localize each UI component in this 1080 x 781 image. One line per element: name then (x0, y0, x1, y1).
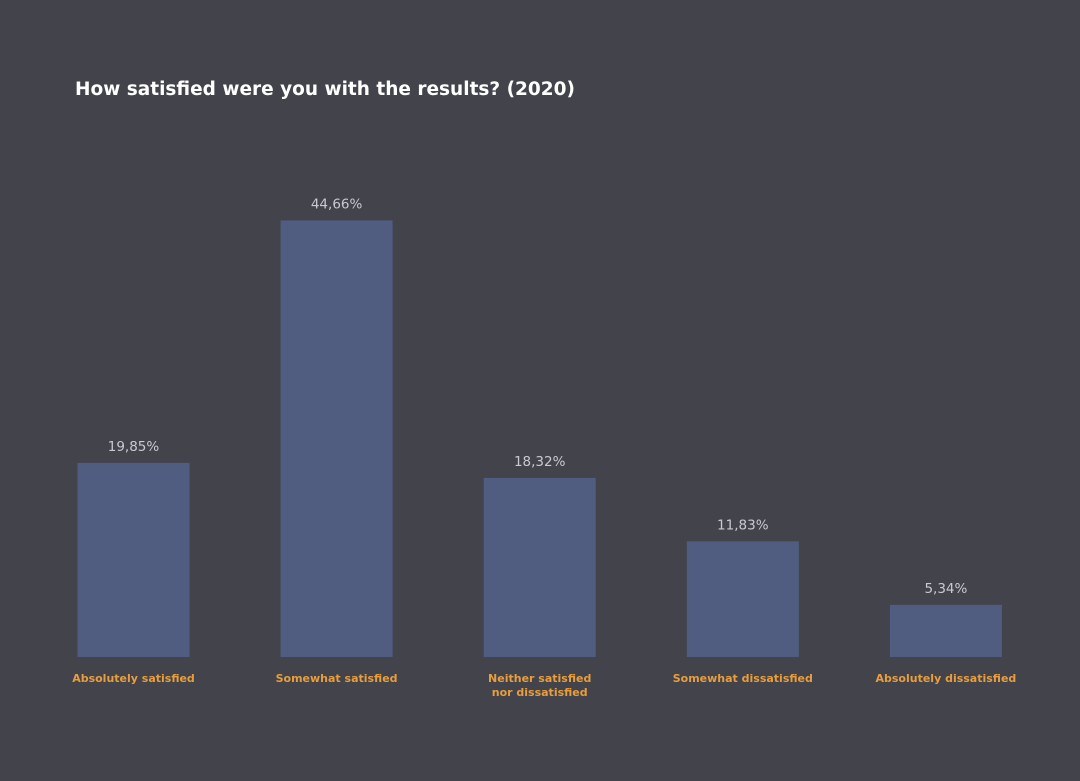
category-label-line: Neither satisfied (488, 672, 591, 685)
value-label: 5,34% (924, 581, 967, 597)
bar (889, 604, 1002, 657)
bar-group: 44,66% Somewhat satisfied (276, 196, 398, 685)
category-label-line: Absolutely satisfied (72, 672, 195, 685)
category-label-line: Somewhat dissatisfied (673, 672, 813, 685)
value-label: 11,83% (717, 517, 769, 533)
bar (77, 462, 190, 657)
chart-title: How satisfied were you with the results?… (75, 79, 575, 100)
category-label-line: Absolutely dissatisfied (875, 672, 1016, 685)
category-label: Somewhat dissatisfied (673, 672, 813, 685)
bar-group: 19,85% Absolutely satisfied (72, 439, 195, 685)
bar-group: 18,32% Neither satisfied nor dissatisfied (483, 454, 596, 699)
category-label: Somewhat satisfied (276, 672, 398, 685)
category-label-line: nor dissatisfied (492, 686, 588, 699)
bar (483, 477, 596, 657)
category-label-line: Somewhat satisfied (276, 672, 398, 685)
category-label: Neither satisfied nor dissatisfied (488, 672, 591, 699)
bar-group: 5,34% Absolutely dissatisfied (875, 581, 1016, 685)
value-label: 18,32% (514, 454, 566, 470)
value-label: 19,85% (108, 439, 160, 455)
bar (280, 220, 393, 657)
category-label: Absolutely satisfied (72, 672, 195, 685)
value-label: 44,66% (311, 196, 363, 212)
category-label: Absolutely dissatisfied (875, 672, 1016, 685)
bar-group: 11,83% Somewhat dissatisfied (673, 517, 813, 685)
bar (686, 541, 799, 657)
